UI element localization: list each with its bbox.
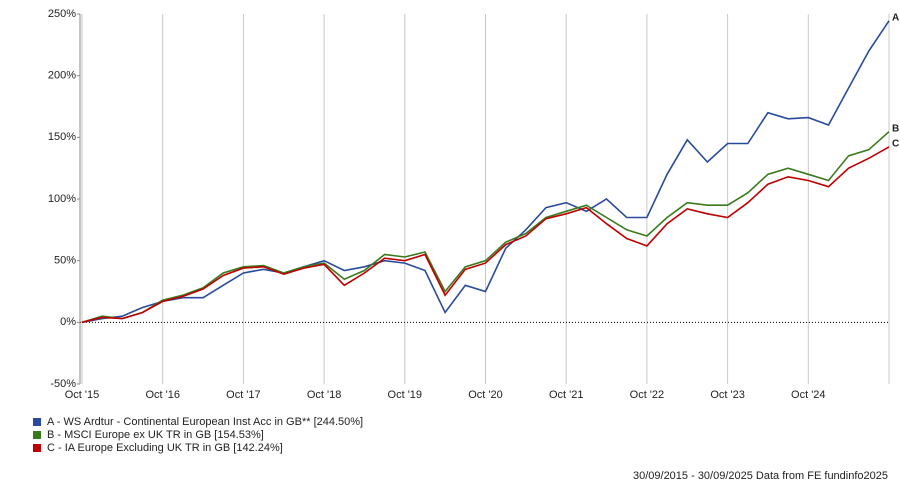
x-tick-label: Oct '21 bbox=[549, 389, 584, 401]
y-tick-label: 100% bbox=[48, 193, 76, 205]
x-tick-label: Oct '24 bbox=[791, 389, 826, 401]
end-label: B bbox=[892, 123, 899, 134]
x-tick-label: Oct '18 bbox=[307, 389, 342, 401]
y-tick-label: 200% bbox=[48, 70, 76, 82]
x-tick-label: Oct '16 bbox=[145, 389, 180, 401]
end-label: C bbox=[892, 139, 899, 150]
x-tick-label: Oct '22 bbox=[630, 389, 665, 401]
footer: 30/09/2015 - 30/09/2025 Data from FE fun… bbox=[633, 470, 888, 482]
end-label: A bbox=[892, 12, 899, 23]
x-tick-label: Oct '23 bbox=[710, 389, 745, 401]
legend-swatch bbox=[33, 431, 41, 439]
legend-label: A - WS Ardtur - Continental European Ins… bbox=[47, 416, 363, 428]
y-tick-label: 250% bbox=[48, 8, 76, 20]
y-tick-label: -50% bbox=[50, 378, 76, 390]
legend-swatch bbox=[33, 418, 41, 426]
legend-label: B - MSCI Europe ex UK TR in GB [154.53%] bbox=[47, 429, 264, 441]
x-tick-label: Oct '19 bbox=[388, 389, 423, 401]
series-line bbox=[81, 20, 890, 324]
series-line bbox=[81, 146, 890, 324]
y-tick-label: 150% bbox=[48, 131, 76, 143]
y-tick-label: 0% bbox=[60, 316, 76, 328]
x-tick-label: Oct '17 bbox=[226, 389, 261, 401]
legend-swatch bbox=[33, 444, 41, 452]
y-tick-label: 50% bbox=[54, 255, 76, 267]
legend-label: C - IA Europe Excluding UK TR in GB [142… bbox=[47, 442, 283, 454]
series-line bbox=[81, 131, 890, 324]
x-tick-label: Oct '15 bbox=[65, 389, 100, 401]
x-tick-label: Oct '20 bbox=[468, 389, 503, 401]
